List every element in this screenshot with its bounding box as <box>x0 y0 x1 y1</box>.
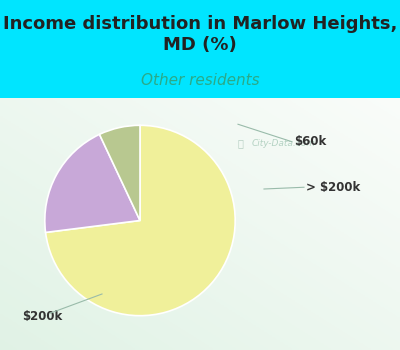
Text: $60k: $60k <box>294 135 326 148</box>
Wedge shape <box>100 125 140 220</box>
Text: ⓘ: ⓘ <box>237 138 243 148</box>
Text: $200k: $200k <box>22 310 62 323</box>
Text: Other residents: Other residents <box>141 73 259 88</box>
Wedge shape <box>45 134 140 232</box>
Wedge shape <box>46 125 235 316</box>
Text: Income distribution in Marlow Heights,
MD (%): Income distribution in Marlow Heights, M… <box>3 15 397 54</box>
Text: > $200k: > $200k <box>306 181 360 194</box>
Text: City-Data.com: City-Data.com <box>252 139 316 148</box>
